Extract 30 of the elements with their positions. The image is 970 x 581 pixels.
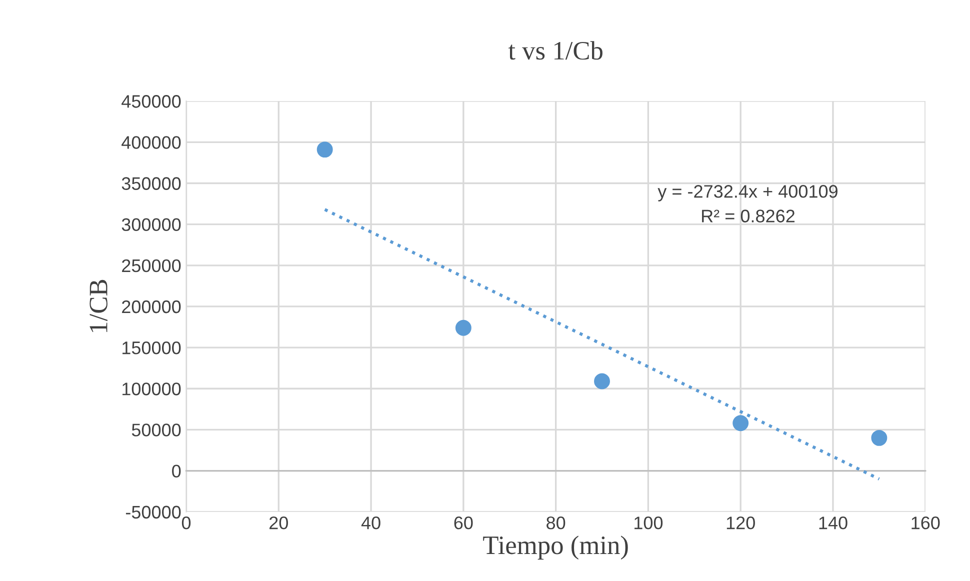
point <box>871 430 888 446</box>
annotation: R² = 0.8262 <box>702 210 795 222</box>
x-axis-title: Tiempo (min) <box>483 536 628 560</box>
y-tick-label: 250000 <box>122 259 181 272</box>
point <box>594 373 610 390</box>
x-tick-label: 80 <box>546 516 566 530</box>
y-tick-label: 300000 <box>122 218 181 232</box>
y-tick-label: 350000 <box>122 177 181 190</box>
point <box>455 320 472 336</box>
y-tick-label: 400000 <box>122 136 181 149</box>
x-tick-label: 120 <box>726 516 755 530</box>
x-tick-label: 100 <box>634 516 663 530</box>
y-tick-label: 0 <box>172 464 181 478</box>
y-axis-title: 1/CB <box>90 280 108 332</box>
y-tick-label: 200000 <box>122 300 181 314</box>
point <box>316 142 333 158</box>
y-tick-label: -50000 <box>126 506 181 519</box>
y-tick-label: 50000 <box>132 424 181 436</box>
y-tick-label: 150000 <box>122 341 181 354</box>
x-tick-label: 20 <box>270 516 288 530</box>
x-tick-label: 160 <box>912 516 940 530</box>
x-tick-label: 0 <box>182 516 191 530</box>
x-tick-label: 60 <box>454 516 473 530</box>
point <box>732 415 749 432</box>
y-tick-label: 450000 <box>122 95 181 108</box>
x-tick-label: 40 <box>361 516 380 530</box>
x-tick-label: 140 <box>819 516 848 530</box>
annotation: y = -2732.4x + 400109 <box>658 185 838 202</box>
y-tick-label: 100000 <box>122 382 181 396</box>
chart-title: t vs 1/Cb <box>508 41 602 60</box>
